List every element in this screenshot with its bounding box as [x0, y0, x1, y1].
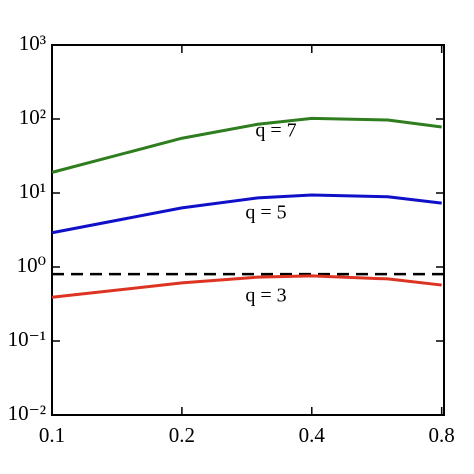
annotation: q = 3: [245, 285, 286, 307]
x-tick-label: 0.1: [39, 423, 65, 447]
annotation: q = 5: [245, 202, 286, 224]
y-tick-label: 10²: [19, 105, 46, 129]
series-line: [51, 274, 442, 299]
x-tick-label: 0.8: [429, 423, 455, 447]
series-line: [51, 116, 442, 174]
y-tick-label: 10⁻¹: [8, 327, 46, 351]
series-line: [51, 193, 442, 235]
x-tick-label: 0.4: [299, 423, 326, 447]
y-tick-label: 10⁰: [17, 253, 46, 277]
y-tick-label: 10⁻²: [8, 401, 46, 425]
plot-frame: [51, 44, 445, 416]
y-tick-label: 10³: [19, 31, 46, 55]
annotation: q = 7: [255, 120, 296, 142]
y-tick-label: 10¹: [19, 179, 46, 203]
x-tick-label: 0.2: [169, 423, 195, 447]
